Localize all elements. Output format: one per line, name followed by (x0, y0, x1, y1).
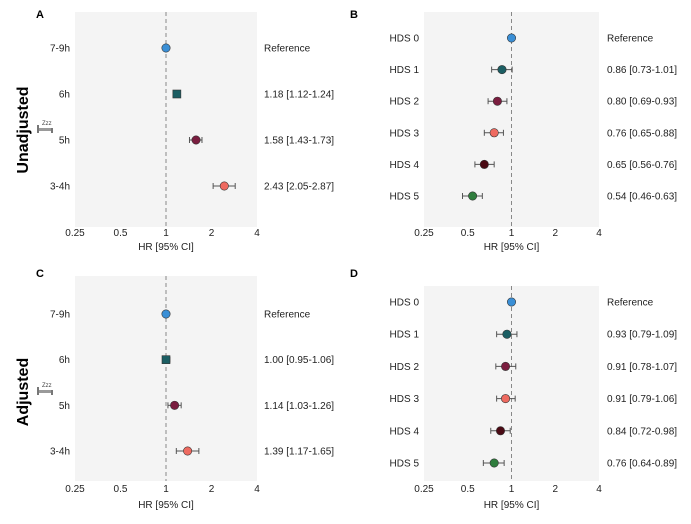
row-label: 3-4h (50, 182, 70, 193)
estimate-label: 0.65 [0.56-0.76] (607, 160, 677, 171)
panel-letter: C (36, 268, 44, 280)
x-tick-label: 4 (254, 228, 260, 239)
row-label: HDS 5 (390, 192, 420, 203)
row-label: HDS 5 (390, 459, 420, 470)
forest-panel-a: A 7-9h Reference 6h 1.18 [1.12-1.24] 5h 1.58 [… (36, 9, 334, 253)
point-estimate (506, 297, 516, 307)
estimate-label: Reference (264, 44, 311, 55)
point-estimate (495, 426, 505, 436)
x-tick-label: 2 (209, 484, 215, 495)
estimate-label: 1.39 [1.17-1.65] (264, 447, 334, 458)
row-label: 7-9h (50, 44, 70, 55)
forest-panel-c: C 7-9h Reference 6h 1.00 [0.95-1.06] 5h 1.14 [… (36, 268, 334, 511)
x-tick-label: 2 (552, 484, 558, 495)
point-estimate (170, 400, 180, 410)
row-label: HDS 4 (390, 426, 420, 437)
estimate-label: 0.76 [0.65-0.88] (607, 128, 677, 139)
x-axis-title: HR [95% CI] (484, 242, 540, 253)
estimate-label: 1.18 [1.12-1.24] (264, 90, 334, 101)
x-tick-label: 0.5 (114, 228, 128, 239)
x-tick-label: 2 (209, 228, 215, 239)
sleep-bed-icon: Zzz (37, 383, 53, 395)
row-label: HDS 1 (390, 65, 420, 76)
row-label: HDS 3 (390, 394, 420, 405)
estimate-label: 0.93 [0.79-1.09] (607, 330, 677, 341)
point-estimate (183, 446, 193, 456)
x-axis-title: HR [95% CI] (484, 500, 540, 511)
sleep-zzz-text: Zzz (42, 383, 52, 389)
point-estimate (501, 361, 511, 371)
x-tick-label: 4 (596, 228, 602, 239)
estimate-label: 1.14 [1.03-1.26] (264, 401, 334, 412)
row-label: 6h (59, 90, 70, 101)
panel-letter: A (36, 9, 44, 21)
estimate-label: 0.91 [0.78-1.07] (607, 362, 677, 373)
estimate-label: Reference (607, 34, 654, 45)
point-estimate (191, 135, 201, 145)
row-label: 3-4h (50, 447, 70, 458)
point-estimate (172, 89, 182, 99)
x-tick-label: 4 (596, 484, 602, 495)
row-title-unadjusted: Unadjusted (15, 86, 32, 173)
row-label: HDS 2 (390, 362, 420, 373)
estimate-label: 0.86 [0.73-1.01] (607, 65, 677, 76)
row-label: HDS 3 (390, 128, 420, 139)
point-estimate (497, 65, 507, 75)
row-label: HDS 0 (390, 298, 420, 309)
x-tick-label: 1 (509, 228, 515, 239)
row-label: HDS 2 (390, 97, 420, 108)
point-estimate (501, 394, 511, 404)
point-estimate (489, 458, 499, 468)
forest-panel-d: D HDS 0 Reference HDS 1 0.93 [0.79-1.09] HDS … (350, 268, 677, 511)
point-estimate (161, 355, 171, 364)
point-estimate (468, 191, 478, 201)
point-estimate (161, 309, 171, 319)
x-tick-label: 1 (163, 228, 169, 239)
sleep-zzz-text: Zzz (42, 121, 52, 127)
x-tick-label: 0.25 (65, 228, 85, 239)
row-label: 5h (59, 401, 70, 412)
estimate-label: 0.91 [0.79-1.06] (607, 394, 677, 405)
panel-letter: D (350, 268, 358, 280)
sleep-bed-icon: Zzz (37, 121, 53, 133)
point-estimate (489, 128, 499, 138)
estimate-label: 1.00 [0.95-1.06] (264, 355, 334, 366)
point-estimate (506, 33, 516, 43)
estimate-label: 0.54 [0.46-0.63] (607, 192, 677, 203)
row-label: HDS 4 (390, 160, 420, 171)
x-tick-label: 0.5 (461, 484, 475, 495)
estimate-label: Reference (607, 298, 654, 309)
x-tick-label: 0.5 (461, 228, 475, 239)
row-title-adjusted: Adjusted (15, 358, 32, 426)
row-label: 7-9h (50, 310, 70, 321)
point-estimate (219, 181, 229, 191)
forest-panel-b: B HDS 0 Reference HDS 1 0.86 [0.73-1.01] HDS … (350, 9, 677, 253)
estimate-label: 0.76 [0.64-0.89] (607, 459, 677, 470)
row-label: 6h (59, 355, 70, 366)
x-tick-label: 0.25 (414, 484, 434, 495)
point-estimate (479, 159, 489, 169)
row-label: HDS 0 (390, 34, 420, 45)
estimate-label: 2.43 [2.05-2.87] (264, 182, 334, 193)
x-axis-title: HR [95% CI] (138, 242, 194, 253)
x-tick-label: 2 (552, 228, 558, 239)
x-tick-label: 4 (254, 484, 260, 495)
x-tick-label: 1 (509, 484, 515, 495)
point-estimate (502, 329, 512, 339)
point-estimate (161, 43, 171, 53)
panel-letter: B (350, 9, 358, 21)
point-estimate (492, 96, 502, 106)
row-label: 5h (59, 136, 70, 147)
x-tick-label: 1 (163, 484, 169, 495)
estimate-label: 1.58 [1.43-1.73] (264, 136, 334, 147)
x-tick-label: 0.25 (414, 228, 434, 239)
x-axis-title: HR [95% CI] (138, 500, 194, 511)
x-tick-label: 0.25 (65, 484, 85, 495)
estimate-label: Reference (264, 310, 311, 321)
estimate-label: 0.84 [0.72-0.98] (607, 426, 677, 437)
estimate-label: 0.80 [0.69-0.93] (607, 97, 677, 108)
row-label: HDS 1 (390, 330, 420, 341)
x-tick-label: 0.5 (114, 484, 128, 495)
